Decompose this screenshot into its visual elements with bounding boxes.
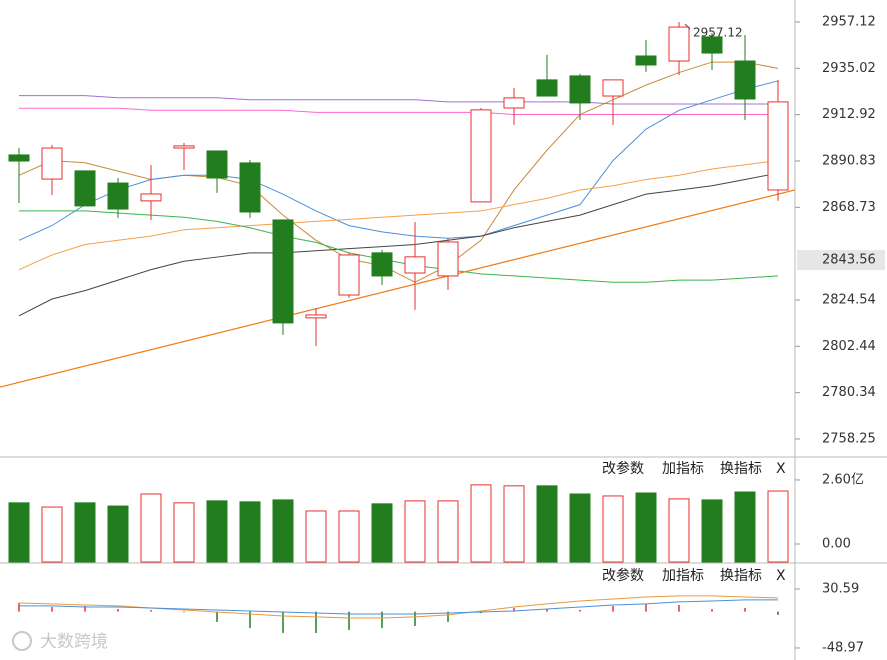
volume-bar — [272, 499, 294, 563]
candle-body — [239, 162, 261, 213]
y-tick-label: 2824.54 — [822, 292, 876, 307]
candle-body — [206, 150, 228, 179]
volume-bar — [239, 501, 261, 563]
volume-bar — [635, 492, 657, 563]
y-tick-label: 2890.83 — [822, 153, 876, 168]
indicator-line — [19, 210, 779, 283]
candle-body — [404, 256, 426, 274]
indicator-line — [18, 61, 779, 283]
volume-bar — [107, 505, 129, 563]
candle-body — [470, 109, 492, 203]
trend-line — [0, 189, 796, 388]
volume-bar — [338, 510, 360, 563]
y-tick-label: 2780.34 — [822, 385, 876, 400]
edit-params[interactable]: 改参数 — [602, 460, 644, 477]
candle-body — [635, 55, 657, 66]
y-tick-label: 2957.12 — [822, 14, 876, 29]
volume-bar — [41, 506, 63, 563]
y-tick-label: 2.60亿 — [822, 472, 864, 487]
candle-body — [305, 314, 327, 319]
price-label: 2843.56 — [822, 253, 876, 268]
candle-body — [140, 193, 162, 202]
indicator-line — [18, 172, 779, 317]
volume-bar — [206, 500, 228, 563]
y-tick-label: 30.59 — [822, 581, 859, 596]
y-tick-label: 2758.25 — [822, 431, 876, 446]
volume-bar — [701, 499, 723, 563]
watermark-icon — [12, 631, 32, 651]
candle-body — [41, 147, 63, 180]
volume-bar — [470, 484, 492, 563]
y-tick-label: 2802.44 — [822, 339, 876, 354]
candle-body — [74, 170, 96, 207]
volume-tools: 改参数 加指标 换指标 X — [602, 460, 786, 477]
volume-bar — [569, 493, 591, 563]
y-tick-label: 2868.73 — [822, 200, 876, 215]
macd-tools: 改参数 加指标 换指标 X — [602, 567, 786, 584]
candle-body — [701, 36, 723, 54]
y-tick-label: 0.00 — [822, 537, 851, 552]
volume-bar — [503, 485, 525, 563]
candle-body — [734, 60, 756, 100]
candle-body — [569, 75, 591, 104]
watermark: 大数跨境 — [40, 632, 108, 652]
volume-bar — [437, 500, 459, 563]
switch-indicator[interactable]: 换指标 — [720, 567, 762, 584]
candle-body — [437, 241, 459, 277]
volume-bar — [602, 495, 624, 563]
high-arrow — [684, 23, 691, 30]
indicator-line — [19, 95, 778, 105]
edit-params[interactable]: 改参数 — [602, 567, 644, 584]
volume-bar — [173, 502, 195, 563]
switch-indicator[interactable]: 换指标 — [720, 460, 762, 477]
add-indicator[interactable]: 加指标 — [662, 461, 704, 477]
candle-body — [503, 97, 525, 109]
volume-bar — [734, 491, 756, 563]
y-tick-label: -48.97 — [822, 640, 864, 655]
volume-bar — [767, 490, 789, 563]
indicator-line — [19, 599, 778, 615]
candle-body — [536, 79, 558, 97]
volume-bar — [74, 502, 96, 563]
close-panel[interactable]: X — [776, 461, 786, 477]
high-label: 2957.12 — [693, 25, 743, 39]
candle-body — [767, 101, 789, 191]
indicator-line — [18, 160, 779, 271]
candle-body — [107, 182, 129, 210]
candle-body — [371, 252, 393, 277]
indicator-line — [18, 80, 779, 241]
volume-bar — [536, 485, 558, 563]
candle-body — [668, 26, 690, 62]
price-tag — [797, 250, 885, 271]
candle-body — [272, 219, 294, 324]
indicator-line — [19, 107, 778, 115]
volume-bar — [668, 498, 690, 563]
volume-bar — [8, 502, 30, 563]
candle-body — [602, 79, 624, 97]
candle-body — [173, 145, 195, 149]
add-indicator[interactable]: 加指标 — [662, 568, 704, 584]
volume-bar — [140, 493, 162, 563]
candle-body — [8, 154, 30, 162]
close-panel[interactable]: X — [776, 568, 786, 584]
volume-bar — [404, 500, 426, 563]
volume-bar — [305, 510, 327, 563]
y-tick-label: 2912.92 — [822, 107, 876, 122]
y-tick-label: 2935.02 — [822, 61, 876, 76]
volume-bar — [371, 503, 393, 563]
candle-body — [338, 254, 360, 296]
